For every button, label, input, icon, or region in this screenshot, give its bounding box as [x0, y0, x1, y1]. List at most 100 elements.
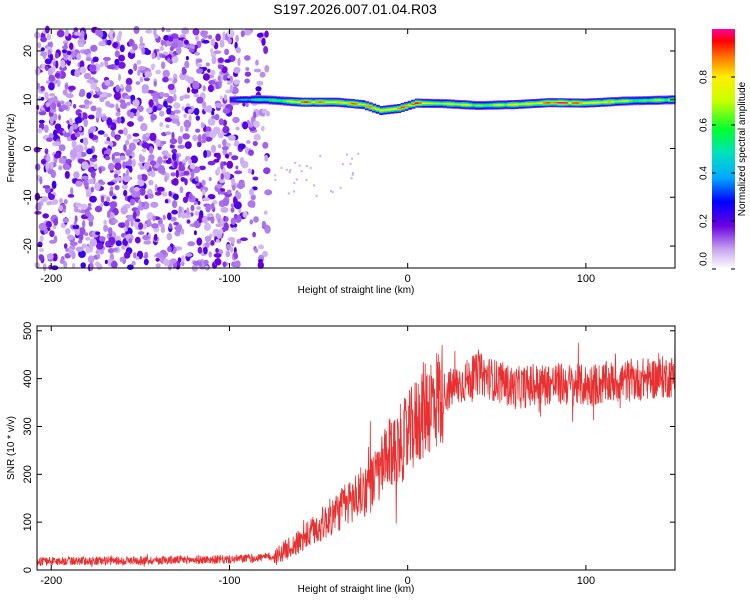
- heatmap-noise-cell: [253, 68, 262, 73]
- heatmap-noise-cell: [198, 214, 202, 224]
- heatmap-noise-cell: [34, 210, 42, 215]
- heatmap-noise-cell: [233, 79, 241, 85]
- heatmap-noise-cell: [83, 103, 90, 110]
- heatmap-noise-cell: [72, 224, 80, 230]
- heatmap-noise-cell: [107, 227, 113, 235]
- heatmap-noise-cell: [115, 177, 123, 182]
- heatmap-ridge-cell: [322, 101, 327, 103]
- heatmap-ridge-cell: [361, 103, 366, 106]
- heatmap-noise-cell: [208, 177, 212, 182]
- heatmap-noise-cell: [148, 179, 154, 186]
- heatmap-noise-cell: [225, 89, 231, 94]
- heatmap-ridge-cell: [439, 102, 444, 105]
- heatmap-noise-cell: [85, 56, 92, 62]
- heatmap-noise-cell: [138, 66, 146, 71]
- heatmap-ridge-cell: [272, 99, 277, 102]
- heatmap-noise-cell: [69, 118, 73, 126]
- heatmap-noise-cell: [113, 92, 121, 100]
- heatmap-ridge-cell: [375, 108, 380, 111]
- heatmap-noise-cell: [128, 68, 133, 75]
- heatmap-noise-cell: [49, 93, 55, 97]
- heatmap-noise-cell: [179, 186, 184, 194]
- heatmap-noise-cell: [133, 186, 140, 192]
- heatmap-noise-cell: [58, 114, 61, 121]
- heatmap-noise-cell: [193, 107, 200, 116]
- heatmap-ridge-cell: [585, 102, 591, 104]
- heatmap-noise-cell: [45, 92, 49, 101]
- heatmap-noise-cell: [150, 113, 157, 121]
- heatmap-noise-cell: [137, 179, 145, 187]
- heatmap-noise-cell: [163, 154, 168, 160]
- heatmap-noise-cell: [76, 52, 81, 61]
- heatmap-noise-cell: [81, 161, 89, 170]
- heatmap-noise-cell: [73, 171, 80, 179]
- heatmap-noise-cell: [46, 137, 53, 142]
- heatmap-noise-cell: [65, 101, 72, 107]
- heatmap-noise-cell: [109, 141, 114, 147]
- heatmap-noise-cell: [142, 223, 148, 230]
- heatmap-noise-cell: [261, 37, 266, 46]
- heatmap-noise-cell: [191, 87, 199, 94]
- heatmap-noise-cell: [77, 239, 83, 244]
- heatmap-noise-cell: [341, 163, 345, 166]
- heatmap-noise-cell: [162, 76, 169, 83]
- colorbar-gradient: [712, 29, 735, 269]
- heatmap-ridge-cell: [632, 100, 637, 102]
- heatmap-noise-cell: [155, 252, 164, 258]
- heatmap-ridge-cell: [550, 101, 555, 104]
- heatmap-noise-cell: [77, 152, 82, 159]
- heatmap-noise-cell: [83, 72, 92, 80]
- heatmap-noise-cell: [258, 258, 263, 264]
- x-tick-label: 0: [405, 575, 411, 587]
- y-tick-label: 500: [22, 322, 34, 340]
- heatmap-ridge-cell: [279, 100, 284, 102]
- heatmap-noise-cell: [94, 205, 103, 213]
- heatmap-noise-cell: [105, 240, 110, 248]
- heatmap-noise-cell: [202, 85, 206, 92]
- heatmap-noise-cell: [75, 180, 83, 187]
- heatmap-noise-cell: [198, 165, 206, 171]
- heatmap-noise-cell: [78, 104, 86, 109]
- heatmap-ridge-cell: [229, 98, 234, 101]
- spectrogram-x-label: Height of straight line (km): [298, 285, 415, 296]
- x-tick-label: 0: [405, 273, 411, 285]
- heatmap-noise-cell: [253, 216, 259, 223]
- heatmap-noise-cell: [236, 238, 242, 244]
- heatmap-noise-cell: [75, 144, 84, 153]
- heatmap-noise-cell: [85, 211, 92, 217]
- heatmap-noise-cell: [233, 251, 238, 259]
- heatmap-noise-cell: [214, 113, 220, 121]
- heatmap-noise-cell: [80, 262, 86, 269]
- heatmap-noise-cell: [112, 195, 117, 200]
- heatmap-noise-cell: [181, 211, 186, 219]
- heatmap-ridge-cell: [657, 99, 662, 101]
- heatmap-ridge-cell: [564, 102, 569, 104]
- heatmap-noise-cell: [173, 221, 180, 226]
- heatmap-noise-cell: [159, 91, 165, 97]
- heatmap-ridge-cell: [610, 100, 615, 103]
- heatmap-noise-cell: [197, 201, 201, 205]
- heatmap-noise-cell: [155, 257, 160, 262]
- heatmap-noise-cell: [249, 188, 255, 196]
- heatmap-noise-cell: [230, 246, 234, 253]
- heatmap-noise-cell: [113, 173, 119, 179]
- heatmap-noise-cell: [84, 99, 90, 105]
- colorbar-tick-label: 0.6: [699, 118, 710, 132]
- heatmap-ridge-cell: [258, 98, 263, 101]
- heatmap-noise-cell: [249, 219, 254, 225]
- heatmap-noise-cell: [261, 220, 266, 228]
- heatmap-noise-cell: [147, 193, 154, 199]
- heatmap-noise-cell: [39, 176, 43, 185]
- heatmap-noise-cell: [80, 203, 88, 210]
- heatmap-noise-cell: [125, 84, 132, 93]
- heatmap-ridge-cell: [600, 101, 605, 104]
- heatmap-ridge-cell: [414, 102, 419, 104]
- heatmap-noise-cell: [183, 113, 187, 118]
- y-tick-label: 400: [22, 369, 34, 387]
- snr-y-label: SNR (10 * v/v): [6, 416, 17, 480]
- heatmap-noise-cell: [253, 111, 257, 119]
- heatmap-ridge-cell: [418, 102, 423, 104]
- x-tick-label: -200: [40, 273, 62, 285]
- heatmap-noise-cell: [225, 243, 232, 250]
- heatmap-noise-cell: [219, 95, 223, 100]
